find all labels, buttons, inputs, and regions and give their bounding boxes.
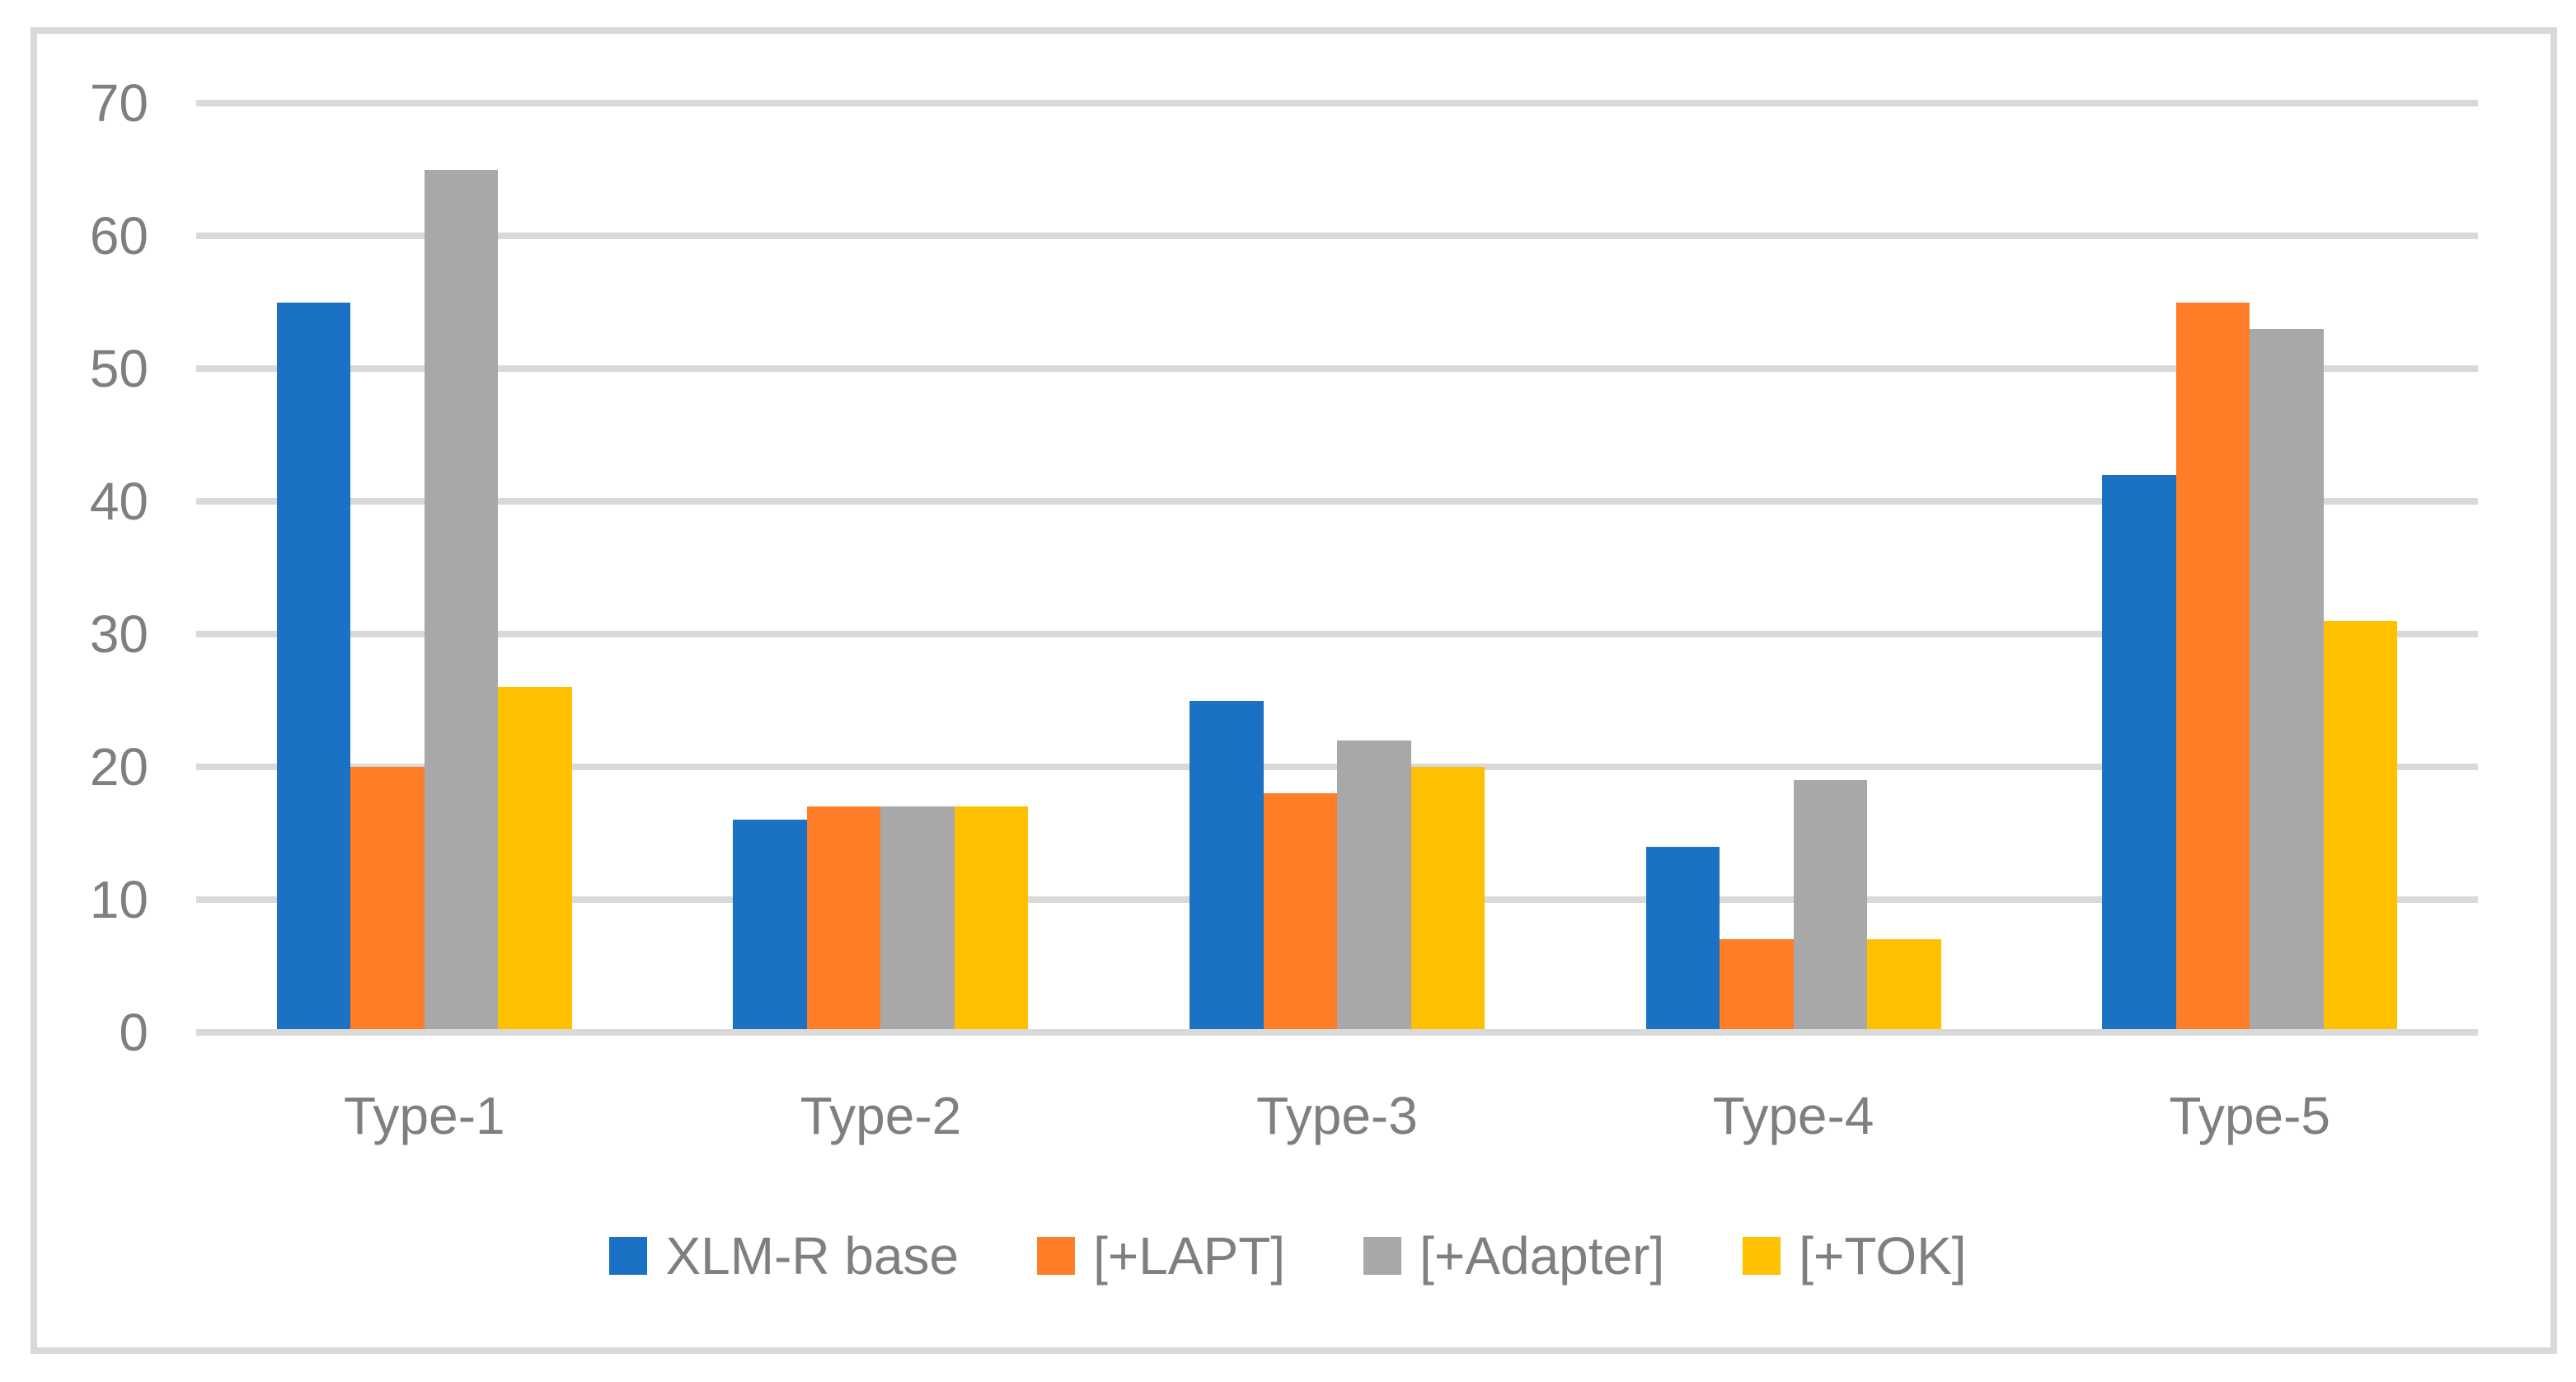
bar-type-1-series-0 (276, 302, 351, 1029)
y-tick-label-60: 60 (89, 206, 148, 266)
y-tick-label-10: 10 (89, 870, 148, 929)
x-category-label-type-2: Type-2 (800, 1086, 962, 1145)
legend-item-1: [+LAPT] (1037, 1227, 1285, 1285)
legend-label: [+TOK] (1799, 1226, 1967, 1286)
legend-marker-icon (1037, 1237, 1076, 1275)
gridline-40 (196, 498, 2478, 505)
bar-type-1-series-2 (424, 169, 499, 1029)
bar-type-5-series-1 (2175, 302, 2250, 1029)
bar-type-4-series-2 (1793, 780, 1868, 1029)
x-category-label-type-3: Type-3 (1256, 1086, 1418, 1145)
x-category-label-type-4: Type-4 (1712, 1086, 1875, 1145)
gridline-70 (196, 100, 2478, 106)
bar-type-2-series-1 (806, 806, 881, 1029)
bar-type-5-series-0 (2102, 474, 2176, 1029)
chart-legend: XLM-R base [+LAPT] [+Adapter] [+TOK] (0, 1219, 2576, 1293)
x-category-label-type-1: Type-1 (343, 1086, 505, 1145)
bar-type-2-series-2 (880, 806, 955, 1029)
y-tick-label-40: 40 (89, 472, 148, 531)
gridline-30 (196, 631, 2478, 637)
legend-label: [+Adapter] (1419, 1226, 1665, 1286)
bar-type-1-series-3 (498, 687, 572, 1029)
legend-item-0: XLM-R base (609, 1227, 959, 1285)
bar-type-3-series-0 (1189, 700, 1264, 1029)
legend-marker-icon (609, 1237, 648, 1275)
legend-item-2: [+Adapter] (1363, 1227, 1664, 1285)
legend-label: XLM-R base (665, 1226, 960, 1286)
bar-type-3-series-3 (1410, 767, 1485, 1029)
bar-type-2-series-0 (733, 820, 807, 1029)
y-tick-label-0: 0 (119, 1003, 148, 1062)
bar-type-3-series-2 (1337, 740, 1411, 1029)
bar-type-5-series-2 (2250, 328, 2324, 1029)
bar-type-4-series-1 (1720, 939, 1794, 1029)
legend-marker-icon (1743, 1237, 1781, 1275)
gridline-60 (196, 233, 2478, 239)
legend-marker-icon (1363, 1237, 1402, 1275)
bar-type-4-series-0 (1645, 846, 1720, 1029)
x-axis-line (196, 1029, 2478, 1036)
y-tick-label-70: 70 (89, 73, 148, 133)
y-tick-label-30: 30 (89, 604, 148, 664)
x-category-label-type-5: Type-5 (2169, 1086, 2331, 1145)
legend-label: [+LAPT] (1093, 1226, 1286, 1286)
bar-type-1-series-1 (350, 767, 425, 1029)
y-tick-label-20: 20 (89, 737, 148, 797)
bar-type-3-series-1 (1263, 793, 1337, 1029)
bar-type-5-series-3 (2323, 620, 2398, 1029)
gridline-50 (196, 365, 2478, 372)
bar-type-4-series-3 (1867, 939, 1941, 1029)
legend-item-3: [+TOK] (1743, 1226, 1967, 1286)
y-tick-label-50: 50 (89, 339, 148, 398)
bar-type-2-series-3 (954, 806, 1029, 1029)
